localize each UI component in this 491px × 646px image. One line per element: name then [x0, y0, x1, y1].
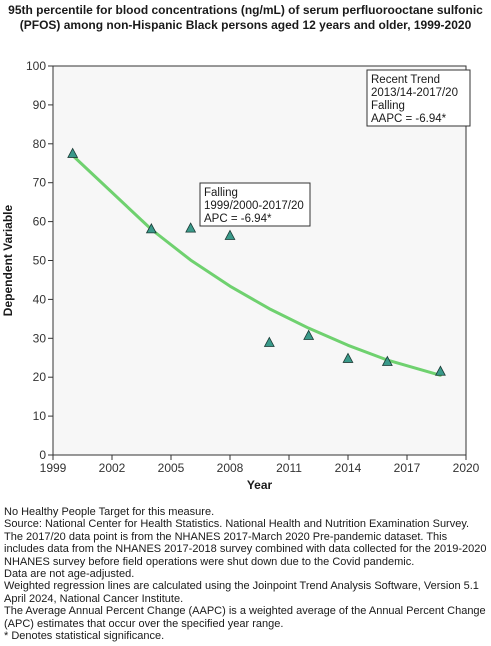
data-point: [303, 329, 315, 340]
footnotes: No Healthy People Target for this measur…: [4, 506, 488, 642]
y-tick-label: 100: [26, 59, 46, 73]
y-tick-label: 10: [33, 409, 47, 423]
x-tick-label: 2014: [335, 461, 362, 475]
annotation-overall-trend-line: Falling: [204, 187, 238, 199]
data-point: [185, 222, 197, 233]
annotation-overall-trend-box: [199, 182, 311, 227]
annotation-recent-trend-line: AAPC = -6.94*: [371, 113, 447, 125]
annotation-overall-trend-line: APC = -6.94*: [204, 213, 272, 225]
data-point: [145, 223, 157, 234]
data-point: [224, 229, 236, 240]
annotation-recent-trend-line: Recent Trend: [371, 74, 440, 86]
data-point: [381, 355, 393, 366]
chart-svg: 0 10 20 30 40 50 60 70 80 90 100 1999 2002 2005 2008 20…: [1, 59, 480, 492]
y-axis-label: Dependent Variable: [1, 204, 15, 316]
data-point: [263, 336, 275, 347]
footnote-significance: * Denotes statistical significance.: [4, 630, 165, 643]
x-tick-label: 2017: [394, 461, 421, 475]
y-tick-label: 90: [33, 98, 47, 112]
y-tick-label: 80: [33, 137, 47, 151]
plot-area: [52, 65, 467, 456]
data-point: [434, 365, 446, 376]
x-tick-label: 2002: [99, 461, 126, 475]
x-axis-label: Year: [247, 478, 273, 492]
footnote-regression: Weighted regression lines are calculated…: [4, 580, 479, 605]
x-tick-label: 1999: [40, 461, 67, 475]
y-tick-label: 50: [33, 254, 47, 268]
annotation-recent-trend-line: 2013/14-2017/20: [371, 87, 458, 99]
trend-line: [71, 153, 442, 377]
x-tick-label: 2020: [453, 461, 480, 475]
data-point: [342, 352, 354, 363]
annotation-overall-trend-line: 1999/2000-2017/20: [204, 200, 304, 212]
footnote-target: No Healthy People Target for this measur…: [4, 506, 215, 518]
y-tick-label: 70: [33, 176, 47, 190]
y-tick-label: 20: [33, 370, 47, 384]
y-tick-label: 40: [33, 292, 47, 306]
footnote-source: Source: National Center for Health Stati…: [4, 518, 487, 568]
x-tick-label: 2008: [217, 461, 244, 475]
annotation-recent-trend-box: [366, 69, 471, 127]
y-tick-label: 0: [39, 448, 46, 462]
annotation-recent-trend-line: Falling: [371, 100, 405, 112]
footnote-age-adjustment: Data are not age-adjusted.: [4, 568, 135, 581]
y-tick-label: 60: [33, 215, 47, 229]
footnote-aapc: The Average Annual Percent Change (AAPC)…: [4, 605, 486, 630]
chart-title: 95th percentile for blood concentrations…: [8, 3, 483, 32]
data-point: [67, 147, 79, 158]
x-tick-label: 2005: [158, 461, 185, 475]
y-tick-label: 30: [33, 331, 47, 345]
x-tick-label: 2011: [276, 461, 302, 475]
